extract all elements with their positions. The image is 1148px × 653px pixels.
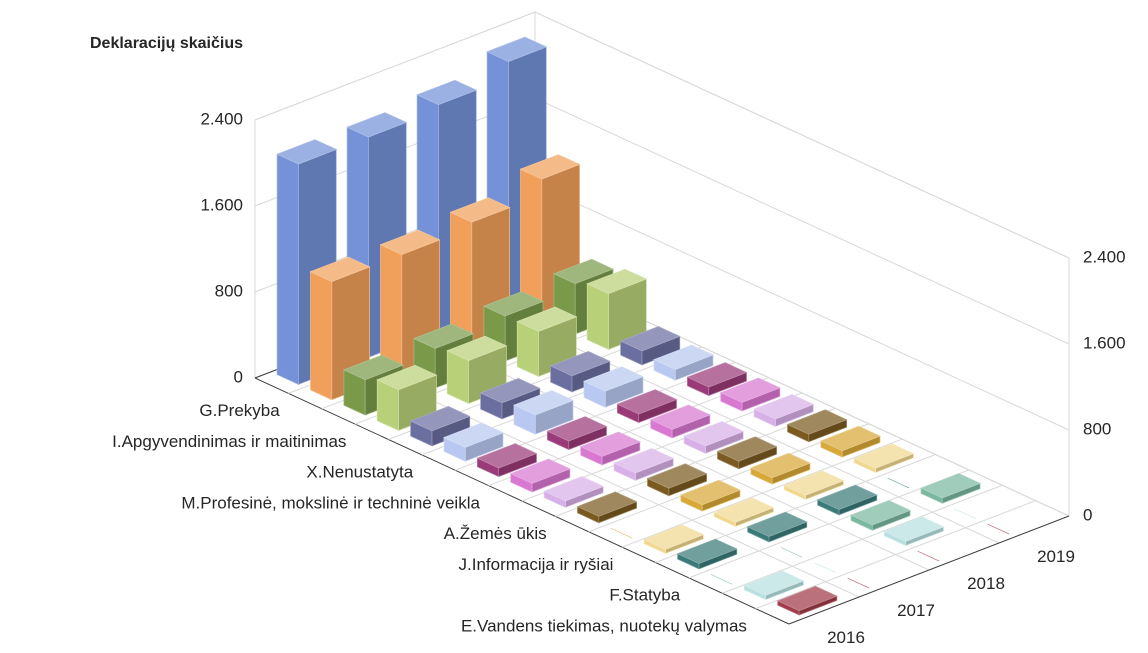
- floor-line: [755, 500, 1036, 610]
- y-tick-label: 0: [234, 367, 243, 386]
- bar: [887, 477, 910, 489]
- bar-top: [776, 585, 838, 612]
- grid-line: [254, 11, 1070, 259]
- y-tick-label: 800: [215, 281, 243, 300]
- bar-top: [920, 473, 981, 499]
- bar: [780, 547, 803, 558]
- category-label: J.Informacija ir ryšiai: [459, 555, 614, 574]
- bar: [814, 562, 836, 573]
- bar-top: [546, 416, 608, 442]
- bar-top: [680, 479, 741, 506]
- bar-top: [643, 524, 705, 550]
- bar: [276, 153, 299, 385]
- bar: [710, 574, 733, 585]
- bar-top: [583, 366, 644, 392]
- category-label: I.Apgyvendinimas ir maitinimas: [112, 432, 346, 451]
- bar-top: [376, 364, 438, 391]
- bar-top: [646, 463, 708, 489]
- bar-top: [379, 229, 441, 255]
- bar-top: [676, 538, 738, 564]
- bar-top: [446, 335, 508, 361]
- bar-top: [513, 390, 574, 416]
- bar-top: [509, 458, 571, 484]
- bar-top: [746, 511, 808, 537]
- chart-title: Deklaracijų skaičius: [90, 35, 243, 52]
- bar-top: [743, 570, 805, 596]
- bar-top: [443, 422, 504, 448]
- floor-line: [788, 515, 1070, 625]
- bar-top: [276, 139, 338, 165]
- y2-tick-label: 0: [1083, 505, 1092, 524]
- bar-top: [850, 500, 911, 526]
- bar-top: [686, 362, 748, 388]
- y-tick-label: 2.400: [200, 109, 243, 128]
- bar-top: [586, 268, 648, 294]
- bar-top: [786, 409, 848, 435]
- bar: [610, 527, 633, 539]
- bar-top: [649, 404, 711, 430]
- year-label: 2016: [827, 628, 865, 647]
- bar-top: [616, 389, 678, 415]
- bar-top: [579, 431, 641, 457]
- bar-top: [750, 452, 811, 479]
- bar-top: [553, 258, 614, 284]
- bar-top: [653, 344, 714, 370]
- bar-top: [820, 425, 881, 452]
- bar-top: [549, 351, 611, 377]
- floor-line: [621, 438, 903, 548]
- bar-top: [476, 443, 538, 469]
- category-label: F.Statyba: [609, 586, 680, 605]
- bar-top: [409, 406, 471, 432]
- bar-top: [343, 354, 404, 381]
- bar-top: [576, 491, 638, 517]
- bar-top: [479, 378, 541, 404]
- bar: [987, 523, 1010, 535]
- bar-top: [883, 516, 945, 542]
- floor-line: [722, 484, 1003, 594]
- bar-top: [416, 79, 478, 105]
- bar: [586, 283, 609, 351]
- bar-top: [783, 470, 845, 496]
- bar-top: [753, 394, 815, 420]
- bar-top: [519, 154, 581, 180]
- year-label: 2017: [897, 601, 935, 620]
- y2-tick-label: 2.400: [1083, 247, 1126, 266]
- bar-top: [449, 197, 511, 223]
- bar: [310, 271, 333, 401]
- year-label: 2019: [1037, 547, 1075, 566]
- category-label: A.Žemės ūkis: [444, 524, 547, 543]
- bar-top: [716, 436, 778, 462]
- bar-top: [413, 323, 474, 349]
- category-label: G.Prekyba: [199, 401, 280, 420]
- bar: [954, 508, 976, 519]
- y2-tick-label: 800: [1083, 419, 1111, 438]
- bar-top: [816, 484, 878, 510]
- bar-top: [719, 377, 781, 403]
- bar-top: [516, 306, 578, 332]
- bar-top: [619, 326, 681, 352]
- bar: [380, 244, 403, 374]
- bar-top: [486, 36, 548, 62]
- bar: [917, 550, 940, 562]
- bar-top: [853, 443, 915, 469]
- bar: [847, 577, 870, 589]
- category-label: X.Nenustatyta: [306, 463, 413, 482]
- category-label: M.Profesinė, mokslinė ir techninė veikla: [181, 493, 480, 512]
- year-label: 2018: [967, 574, 1005, 593]
- bar-top: [683, 421, 745, 447]
- category-label: E.Vandens tiekimas, nuotekų valymas: [461, 616, 747, 635]
- y-tick-label: 1.600: [200, 195, 243, 214]
- bar-top: [543, 476, 605, 502]
- bar-top: [346, 112, 408, 138]
- bar-top: [483, 291, 544, 317]
- bar-top: [613, 448, 675, 474]
- bar-top: [713, 497, 775, 523]
- y2-tick-label: 1.600: [1083, 333, 1126, 352]
- bar-top: [309, 256, 371, 282]
